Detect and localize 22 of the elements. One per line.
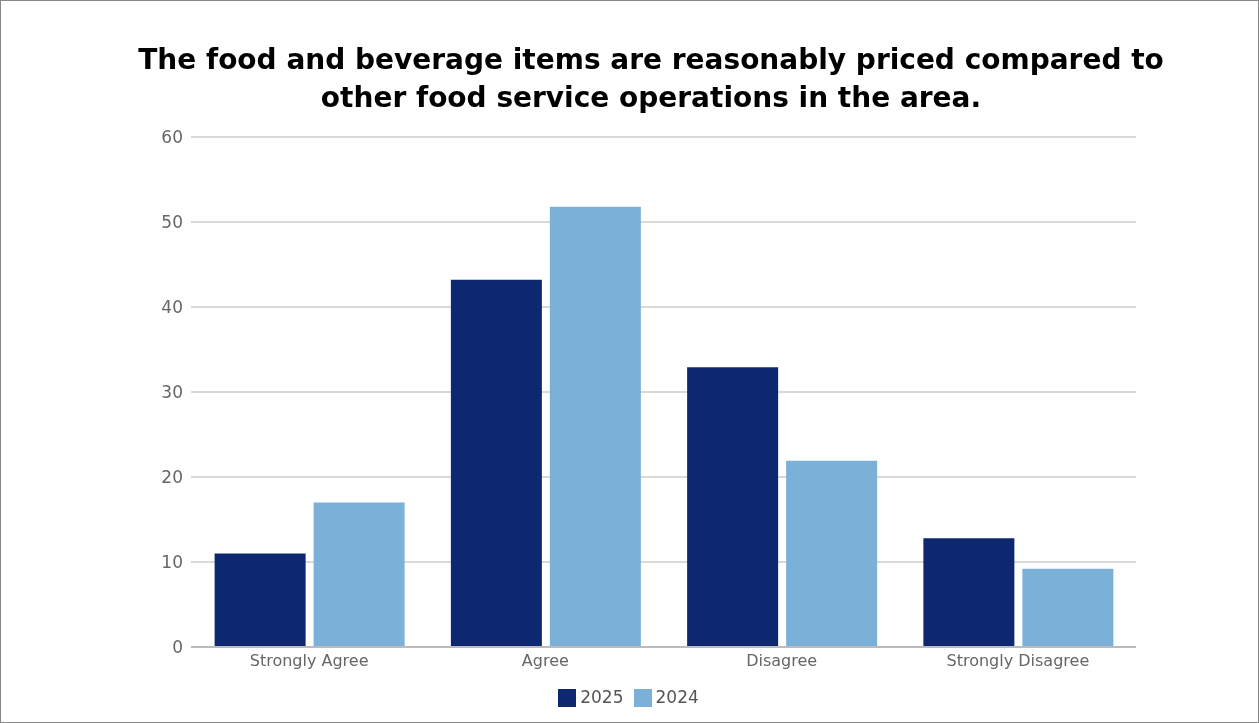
x-tick-label: Strongly Disagree bbox=[946, 651, 1090, 671]
legend-label: 2025 bbox=[580, 687, 624, 707]
bar bbox=[549, 206, 641, 647]
bar bbox=[687, 367, 779, 647]
legend-label: 2024 bbox=[655, 687, 699, 707]
bar bbox=[1022, 568, 1114, 647]
y-tick-label: 40 bbox=[161, 297, 183, 318]
chart-title: The food and beverage items are reasonably priced compared to other food service operations in the area. bbox=[137, 42, 1165, 116]
y-tick-label: 60 bbox=[161, 127, 183, 148]
x-tick-label: Agree bbox=[521, 651, 569, 671]
bar bbox=[923, 538, 1015, 647]
y-tick-label: 10 bbox=[161, 552, 183, 573]
x-tick-label: Strongly Agree bbox=[249, 651, 369, 671]
y-tick-label: 30 bbox=[161, 382, 183, 403]
y-tick-label: 50 bbox=[161, 212, 183, 233]
bar bbox=[214, 553, 306, 647]
bar bbox=[313, 502, 405, 647]
x-tick-label: Disagree bbox=[746, 651, 818, 671]
bar bbox=[786, 460, 878, 647]
bar bbox=[450, 279, 542, 647]
y-tick-label: 0 bbox=[172, 637, 183, 658]
y-tick-label: 20 bbox=[161, 467, 183, 488]
